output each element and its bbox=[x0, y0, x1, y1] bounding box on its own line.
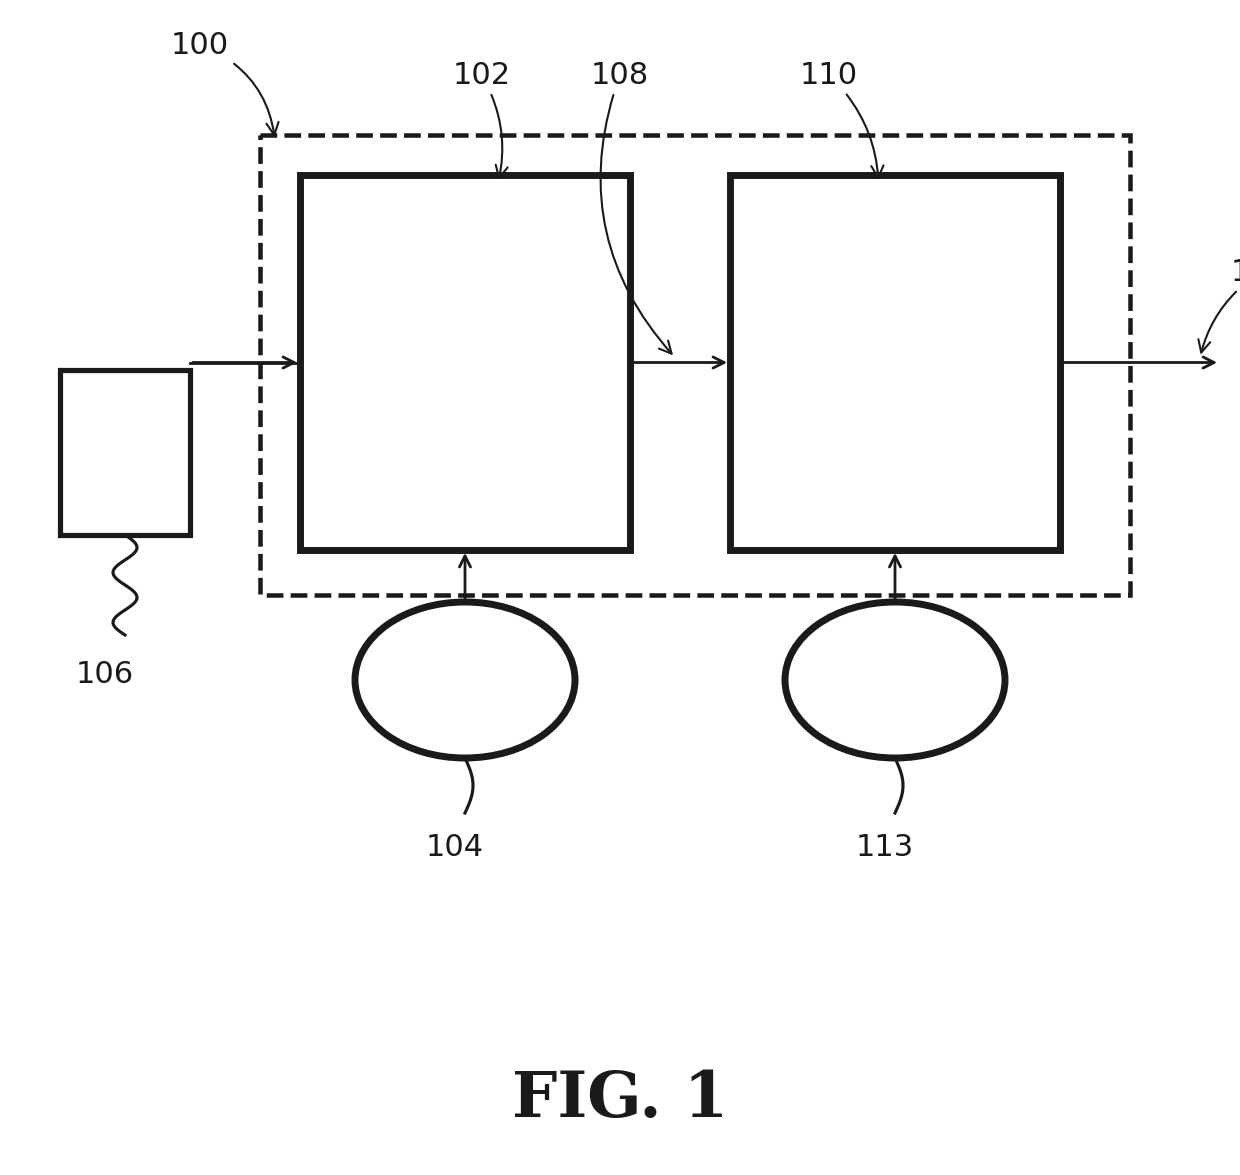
Bar bbox=[730, 175, 1060, 550]
Text: 110: 110 bbox=[800, 60, 884, 177]
Bar bbox=[260, 135, 1130, 595]
Text: 100: 100 bbox=[171, 31, 279, 135]
Text: 108: 108 bbox=[591, 60, 672, 354]
Bar bbox=[60, 370, 190, 535]
Text: 104: 104 bbox=[425, 833, 484, 862]
Ellipse shape bbox=[355, 602, 575, 758]
Ellipse shape bbox=[785, 602, 1004, 758]
Text: 102: 102 bbox=[453, 60, 511, 179]
Text: 114: 114 bbox=[1198, 258, 1240, 352]
Text: 106: 106 bbox=[76, 660, 134, 689]
Text: FIG. 1: FIG. 1 bbox=[512, 1069, 728, 1130]
Text: 113: 113 bbox=[856, 833, 914, 862]
Bar bbox=[300, 175, 630, 550]
